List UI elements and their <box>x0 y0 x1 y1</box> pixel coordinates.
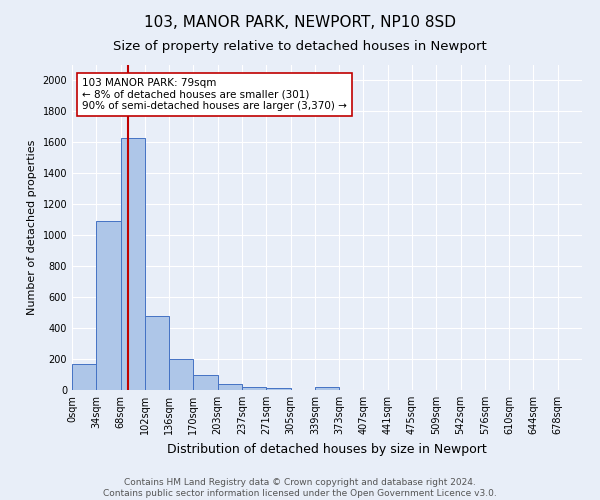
Bar <box>315 387 339 390</box>
Text: Contains HM Land Registry data © Crown copyright and database right 2024.
Contai: Contains HM Land Registry data © Crown c… <box>103 478 497 498</box>
Y-axis label: Number of detached properties: Number of detached properties <box>27 140 37 315</box>
Bar <box>242 387 266 390</box>
Bar <box>266 388 290 390</box>
Text: Size of property relative to detached houses in Newport: Size of property relative to detached ho… <box>113 40 487 53</box>
Bar <box>96 222 121 390</box>
Bar <box>218 384 242 390</box>
Text: 103, MANOR PARK, NEWPORT, NP10 8SD: 103, MANOR PARK, NEWPORT, NP10 8SD <box>144 15 456 30</box>
X-axis label: Distribution of detached houses by size in Newport: Distribution of detached houses by size … <box>167 442 487 456</box>
Bar <box>193 374 218 390</box>
Bar <box>145 316 169 390</box>
Text: 103 MANOR PARK: 79sqm
← 8% of detached houses are smaller (301)
90% of semi-deta: 103 MANOR PARK: 79sqm ← 8% of detached h… <box>82 78 347 111</box>
Bar <box>169 359 193 390</box>
Bar <box>72 364 96 390</box>
Bar <box>121 138 145 390</box>
